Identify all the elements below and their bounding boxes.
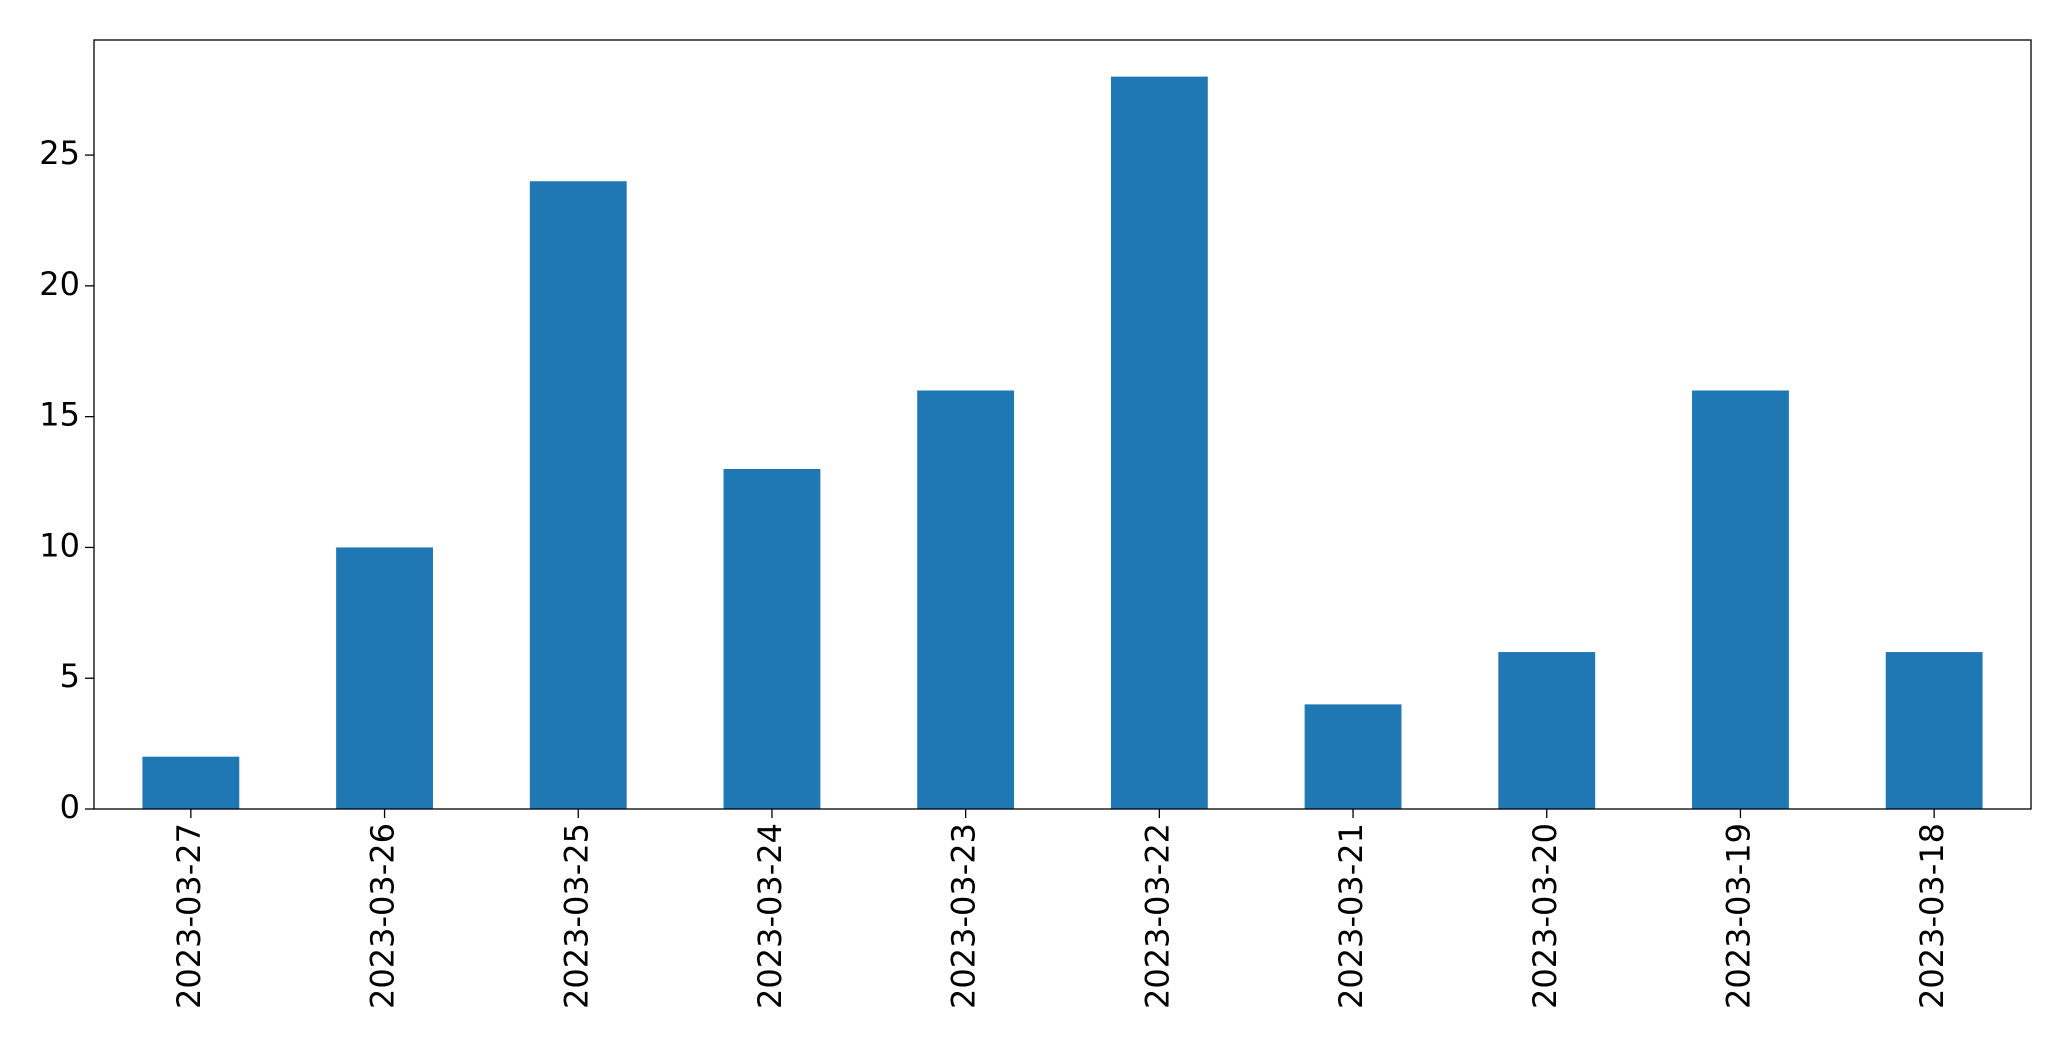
bar <box>723 468 821 809</box>
bar <box>142 756 240 809</box>
bar <box>1692 390 1789 809</box>
bar <box>529 181 627 810</box>
x-tick-label: 2023-03-19 <box>1719 823 1757 1009</box>
x-tick-label: 2023-03-23 <box>945 823 983 1009</box>
x-tick-label: 2023-03-18 <box>1913 823 1951 1009</box>
x-tick-label: 2023-03-22 <box>1138 823 1176 1009</box>
x-tick-label: 2023-03-24 <box>751 823 789 1009</box>
bar <box>1110 76 1208 810</box>
plot-frame <box>93 39 2032 810</box>
bar <box>1498 652 1596 809</box>
bar <box>336 547 433 809</box>
bar <box>1885 652 1983 809</box>
y-tick-label: 0 <box>60 788 80 826</box>
y-tick-label: 15 <box>39 396 80 434</box>
x-tick-label: 2023-03-26 <box>364 823 402 1009</box>
x-tick-label: 2023-03-21 <box>1332 823 1370 1009</box>
x-tick-label: 2023-03-25 <box>557 823 595 1009</box>
bar <box>1304 704 1402 809</box>
y-tick-label: 25 <box>39 134 80 172</box>
y-tick-label: 5 <box>60 657 80 695</box>
y-tick-label: 20 <box>39 265 80 303</box>
bar <box>917 390 1015 809</box>
x-tick-label: 2023-03-20 <box>1526 823 1564 1009</box>
x-tick-label: 2023-03-27 <box>170 823 208 1009</box>
y-tick-label: 10 <box>39 526 80 564</box>
